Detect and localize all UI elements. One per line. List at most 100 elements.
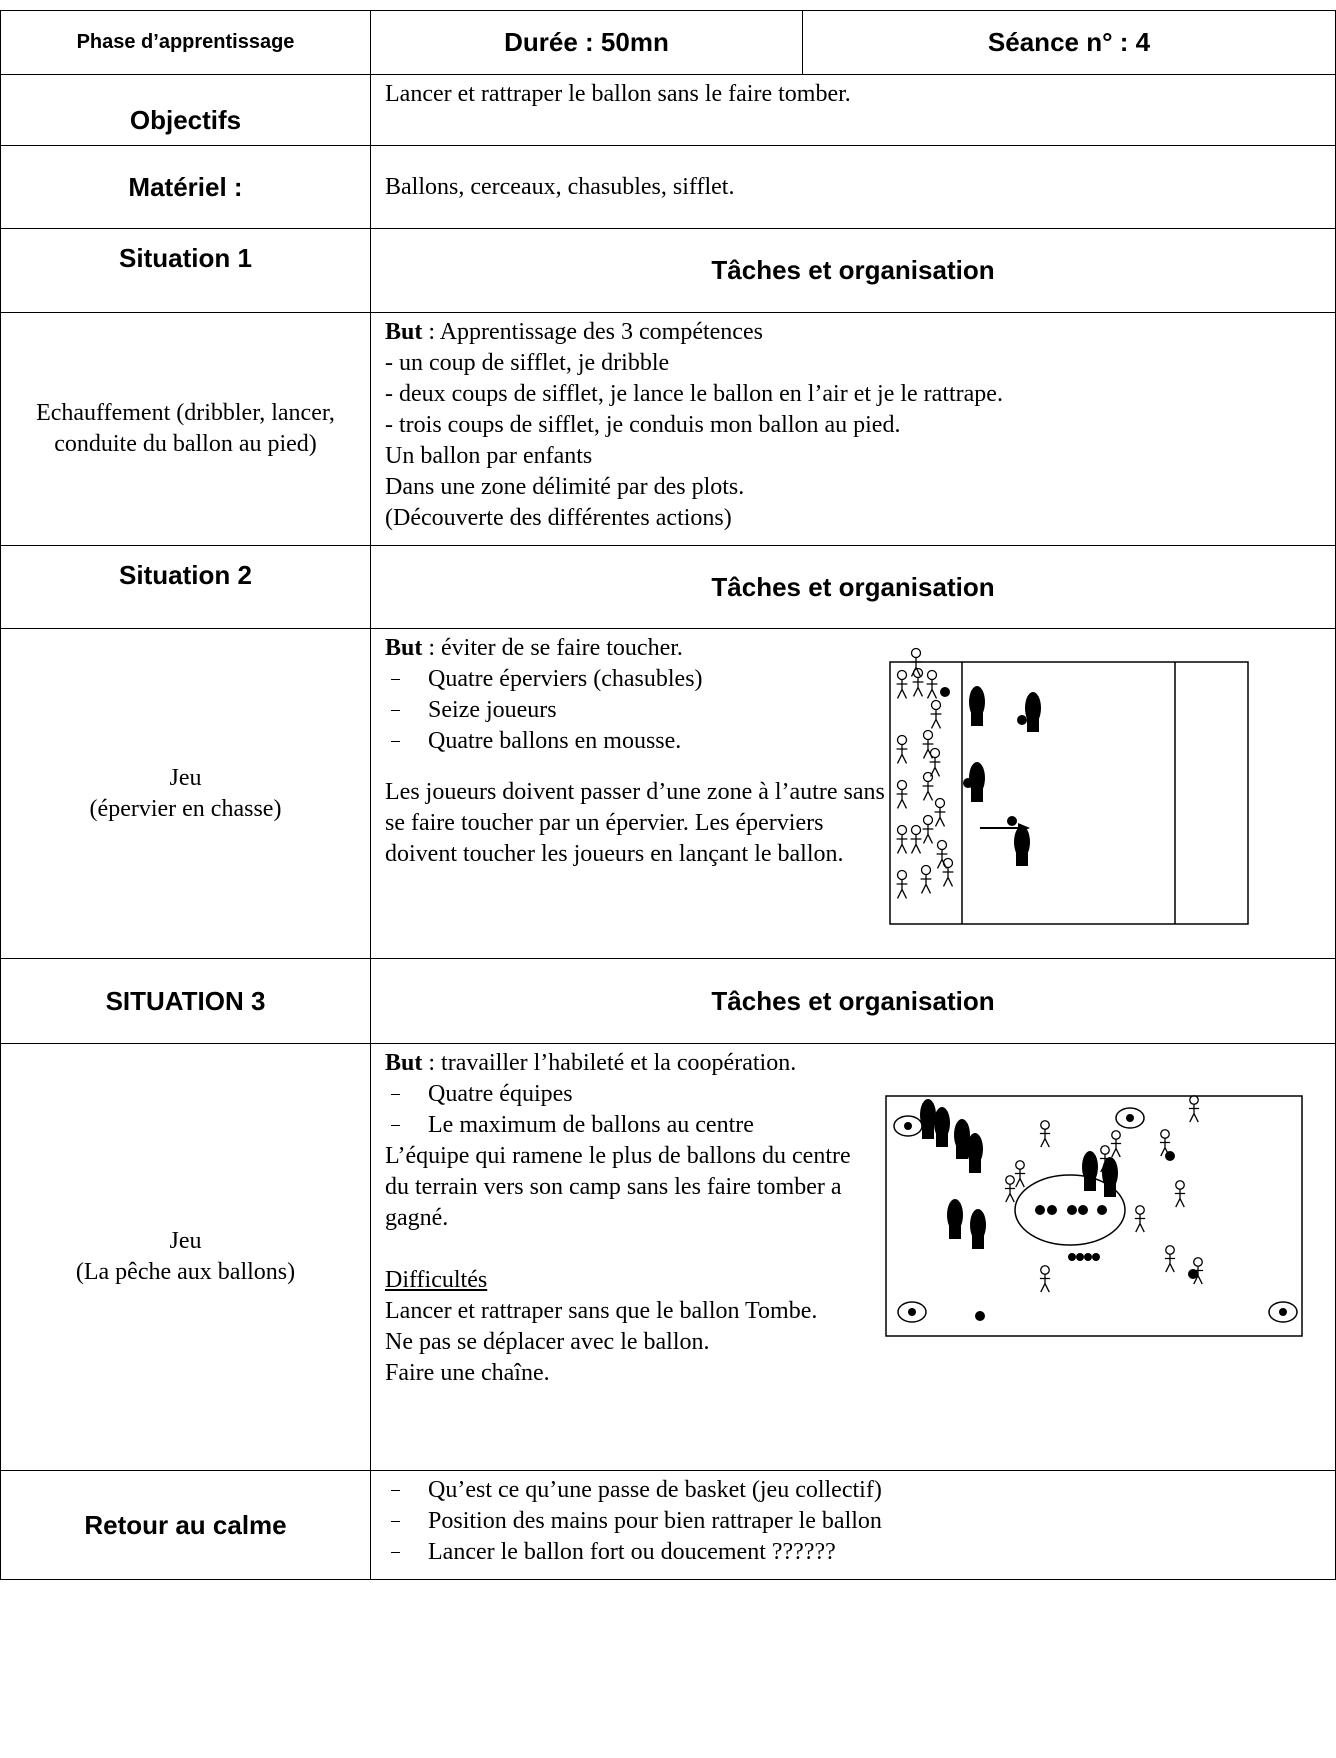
dash — [391, 1552, 400, 1568]
stick-figure — [929, 747, 941, 777]
body — [1014, 1169, 1026, 1188]
head — [929, 747, 941, 759]
content: But : Apprentissage des 3 compétences - … — [370, 312, 1336, 546]
item-text: Quatre équipes — [428, 1081, 573, 1107]
stick-figure — [930, 699, 942, 729]
hoop-dot — [908, 1308, 916, 1316]
torso — [1025, 692, 1041, 724]
player-dark — [969, 686, 985, 726]
body — [1004, 1184, 1016, 1203]
legs — [936, 1133, 948, 1147]
body — [930, 709, 942, 729]
item-text: Quatre ballons en mousse. — [428, 728, 682, 754]
list-item: Lancer le ballon fort ou doucement ?????… — [385, 1537, 1321, 1568]
list-item: Quatre ballons en mousse. — [385, 726, 1321, 757]
line: - trois coups de sifflet, je conduis mon… — [385, 412, 901, 438]
head — [1165, 1245, 1175, 1255]
duree: Durée : 50mn — [370, 10, 803, 75]
stick-figure — [1174, 1180, 1186, 1208]
name-line: Echauffement (dribbler, lancer, conduite… — [36, 400, 335, 457]
stick-figure — [896, 669, 908, 699]
name-line: (épervier en chasse) — [89, 795, 282, 822]
list-item: Le maximum de ballons au centre — [385, 1110, 1321, 1141]
stick-figure — [1004, 1175, 1016, 1203]
torso — [1014, 826, 1030, 858]
body — [1188, 1104, 1200, 1123]
stick-figure — [920, 864, 932, 894]
head — [1160, 1129, 1170, 1139]
body — [912, 677, 924, 697]
stick-figure — [942, 857, 954, 887]
player-dark — [1014, 826, 1030, 866]
head — [896, 734, 908, 746]
hoop-dot — [1126, 1114, 1134, 1122]
stick-figure — [936, 839, 948, 869]
stick-figure — [922, 729, 934, 759]
legs — [922, 1125, 934, 1139]
line: - un coup de sifflet, je dribble — [385, 350, 670, 376]
stick-figure — [926, 669, 938, 699]
diagram-peche — [885, 1095, 1303, 1337]
body — [1134, 1214, 1146, 1233]
hoop-dot — [904, 1122, 912, 1130]
line: Ne pas se déplacer avec le ballon. — [385, 1329, 710, 1355]
stick-figure — [1014, 1160, 1026, 1188]
player-dark — [1025, 692, 1041, 732]
heading: Tâches et organisation — [370, 545, 1336, 629]
list-item: Quatre équipes — [385, 1079, 1321, 1110]
name: Echauffement (dribbler, lancer, conduite… — [0, 312, 371, 546]
body — [896, 834, 908, 854]
items: Quatre équipes Le maximum de ballons au c… — [385, 1079, 1321, 1141]
name: Jeu (La pêche aux ballons) — [0, 1043, 371, 1471]
item-text: Seize joueurs — [428, 697, 557, 723]
hoop-ring — [897, 1301, 927, 1323]
name-line: Jeu — [169, 764, 202, 791]
stick-figure — [896, 734, 908, 764]
head — [1189, 1095, 1199, 1105]
head — [896, 669, 908, 681]
player-dark — [969, 762, 985, 802]
player-dark — [970, 1209, 986, 1249]
legs — [969, 1159, 981, 1173]
item-text: Lancer le ballon fort ou doucement ?????… — [428, 1539, 836, 1565]
dash — [391, 1094, 400, 1110]
but-label: But — [385, 635, 423, 661]
torso — [969, 686, 985, 718]
stick-figure — [1164, 1245, 1176, 1273]
hoop-dot — [1279, 1308, 1287, 1316]
label: Matériel : — [0, 145, 371, 229]
dash — [391, 1521, 400, 1537]
head — [1040, 1120, 1050, 1130]
paragraph: Les joueurs doivent passer d’une zone à … — [385, 779, 885, 867]
hoop — [1115, 1107, 1145, 1129]
hoop — [1268, 1301, 1298, 1323]
text: Lancer et rattraper le ballon sans le fa… — [370, 74, 1336, 146]
head — [942, 857, 954, 869]
name-line: (La pêche aux ballons) — [75, 1259, 296, 1285]
list-item: Qu’est ce qu’une passe de basket (jeu co… — [385, 1475, 1321, 1506]
ball — [963, 778, 973, 788]
items: Quatre éperviers (chasubles) Seize joueur… — [385, 664, 1321, 757]
stick-figure — [1039, 1120, 1051, 1148]
phase: Phase d’apprentissage — [0, 10, 371, 75]
item-text: Position des mains pour bien rattraper l… — [428, 1508, 882, 1534]
but-label: But — [385, 1050, 423, 1076]
stick-figure — [934, 797, 946, 827]
item-text: Quatre éperviers (chasubles) — [428, 666, 703, 692]
legs — [972, 1235, 984, 1249]
label: Objectifs — [0, 74, 371, 146]
head — [926, 669, 938, 681]
head — [896, 779, 908, 791]
line: Un ballon par enfants — [385, 443, 593, 469]
head — [1040, 1265, 1050, 1275]
text: Ballons, cerceaux, chasubles, sifflet. — [370, 145, 1336, 229]
item-text: Le maximum de ballons au centre — [428, 1112, 754, 1138]
content: But : travailler l’habileté et la coopér… — [370, 1043, 1336, 1471]
body — [922, 739, 934, 759]
head — [910, 824, 922, 836]
torso — [920, 1099, 936, 1131]
body — [896, 679, 908, 699]
body — [922, 781, 934, 801]
line: (Découverte des différentes actions) — [385, 505, 732, 531]
but-label: But — [385, 319, 423, 345]
